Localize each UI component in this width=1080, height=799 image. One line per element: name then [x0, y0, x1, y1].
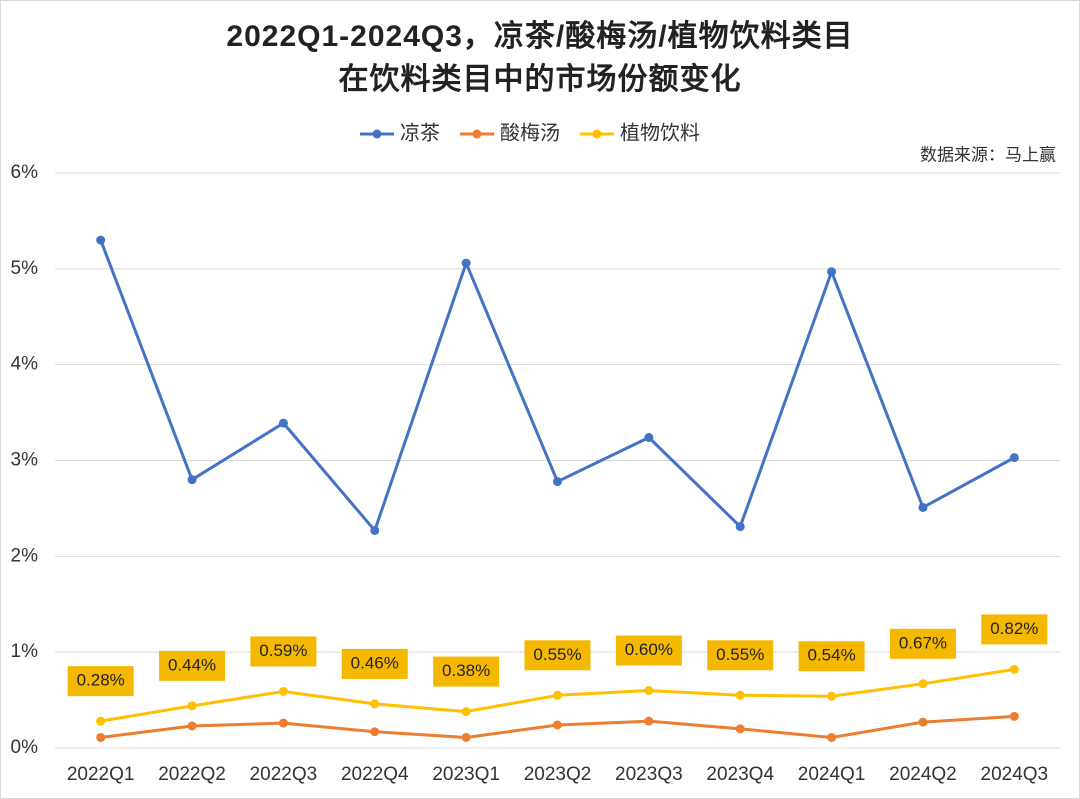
point	[278, 418, 288, 428]
value-label: 0.28%	[77, 671, 125, 690]
legend-label: 凉茶	[400, 121, 440, 144]
value-label-box	[524, 640, 591, 671]
point	[918, 679, 928, 689]
y-tick-label: 3%	[11, 450, 39, 471]
point	[644, 433, 654, 442]
x-tick-label: 2023Q4	[706, 764, 774, 785]
point	[461, 732, 471, 742]
x-tick-label: 2023Q2	[524, 764, 592, 785]
y-tick-label: 5%	[11, 258, 39, 279]
value-label-box	[707, 640, 774, 671]
point	[96, 235, 106, 245]
value-label-box	[159, 650, 226, 681]
point	[644, 716, 654, 726]
value-label: 0.67%	[899, 633, 947, 652]
value-label: 0.82%	[990, 619, 1038, 638]
y-tick-label: 1%	[11, 641, 39, 662]
x-tick-label: 2024Q1	[798, 764, 866, 785]
x-tick-label: 2024Q3	[981, 764, 1049, 785]
x-tick-label: 2024Q2	[889, 764, 957, 785]
chart-title: 在饮料类目中的市场份额变化	[339, 62, 742, 96]
value-label-box	[250, 636, 317, 667]
y-tick-label: 4%	[11, 354, 39, 375]
point	[461, 707, 471, 717]
legend-marker	[372, 129, 382, 139]
point	[187, 475, 197, 485]
value-label-box	[433, 656, 500, 687]
point	[644, 686, 654, 695]
point	[918, 717, 928, 727]
point	[370, 727, 380, 737]
value-label: 0.44%	[168, 655, 216, 674]
value-label: 0.54%	[807, 646, 855, 665]
value-label: 0.60%	[625, 640, 673, 659]
chart-title: 2022Q1-2024Q3，凉茶/酸梅汤/植物饮料类目	[226, 20, 853, 53]
point	[827, 267, 837, 277]
value-label: 0.46%	[351, 653, 399, 672]
legend-marker	[472, 129, 482, 139]
point	[735, 690, 745, 700]
point	[735, 724, 745, 734]
y-tick-label: 2%	[11, 545, 39, 566]
value-label: 0.38%	[442, 661, 490, 680]
point	[278, 686, 288, 696]
value-label-box	[615, 635, 682, 666]
value-label-box	[798, 641, 865, 672]
point	[370, 699, 380, 709]
legend-label: 植物饮料	[620, 121, 700, 144]
point	[553, 477, 562, 487]
x-tick-label: 2023Q1	[432, 764, 500, 785]
value-label-box	[889, 628, 956, 659]
point	[827, 691, 837, 701]
point	[461, 258, 471, 268]
value-label: 0.55%	[533, 645, 581, 664]
point	[827, 732, 837, 742]
point	[1009, 664, 1019, 674]
x-tick-label: 2022Q1	[67, 764, 135, 785]
point	[370, 525, 380, 535]
value-label: 0.59%	[259, 641, 307, 660]
point	[96, 732, 106, 742]
y-tick-label: 6%	[11, 162, 39, 183]
value-label-box	[67, 666, 134, 697]
value-label-box	[341, 648, 408, 679]
x-tick-label: 2022Q2	[158, 764, 226, 785]
point	[96, 716, 106, 726]
point	[553, 720, 562, 730]
x-tick-label: 2022Q4	[341, 764, 409, 785]
y-tick-label: 0%	[11, 737, 39, 758]
value-label-box	[981, 614, 1048, 645]
value-label: 0.55%	[716, 645, 764, 664]
x-tick-label: 2023Q3	[615, 764, 683, 785]
source-note: 数据来源：马上赢	[920, 145, 1056, 164]
point	[187, 701, 197, 711]
point	[735, 522, 745, 532]
point	[1009, 711, 1019, 721]
point	[918, 502, 928, 512]
point	[1009, 453, 1019, 463]
point	[553, 690, 562, 700]
point	[278, 718, 288, 728]
point	[187, 721, 197, 731]
legend-marker	[592, 129, 602, 139]
x-tick-label: 2022Q3	[250, 764, 318, 785]
legend-label: 酸梅汤	[500, 121, 560, 144]
